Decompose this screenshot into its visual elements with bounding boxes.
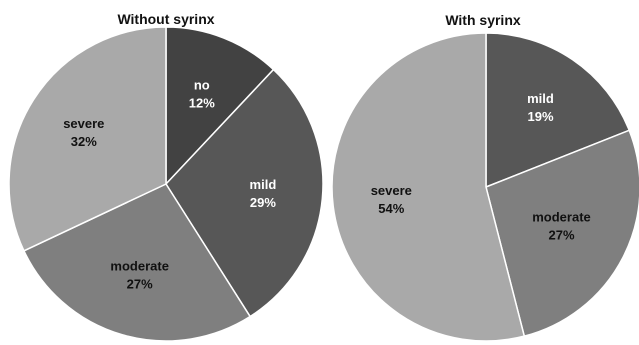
slice-category-label: severe [371, 183, 412, 198]
slice-percent-label: 54% [378, 201, 404, 216]
slice-percent-label: 19% [527, 109, 553, 124]
chart-title-without-syrinx: Without syrinx [117, 11, 214, 27]
slice-category-label: severe [63, 116, 104, 131]
slice-category-label: moderate [110, 259, 169, 274]
slice-labels-with-syrinx: mild 19% moderate 27% severe 54% [371, 91, 591, 243]
slice-percent-label: 29% [250, 195, 276, 210]
chart-title-with-syrinx: With syrinx [445, 12, 521, 28]
pie-slice-mild [165, 68, 324, 318]
pie-chart-without-syrinx: Without syrinx no 12% mild 29% moderate 27% se… [8, 11, 324, 342]
pie-slice-moderate [485, 129, 639, 338]
pie-slices-without-syrinx [8, 26, 324, 342]
slice-percent-label: 27% [548, 228, 574, 243]
pie-slice-severe [8, 26, 167, 252]
slice-labels-without-syrinx: no 12% mild 29% moderate 27% severe 32% [63, 78, 276, 292]
pie-chart-with-syrinx: With syrinx mild 19% moderate 27% severe 54% [331, 12, 639, 342]
pie-slice-moderate [22, 183, 252, 342]
slice-category-label: mild [250, 177, 277, 192]
pie-slices-with-syrinx [331, 32, 639, 342]
pie-slice-severe [331, 32, 526, 342]
slice-percent-label: 32% [71, 134, 97, 149]
slice-category-label: no [194, 78, 210, 93]
slice-percent-label: 27% [127, 277, 153, 292]
slice-percent-label: 12% [189, 96, 215, 111]
slice-category-label: mild [527, 91, 554, 106]
slice-category-label: moderate [532, 210, 591, 225]
pie-slice-mild [485, 32, 631, 189]
pie-slice-no [165, 26, 275, 186]
